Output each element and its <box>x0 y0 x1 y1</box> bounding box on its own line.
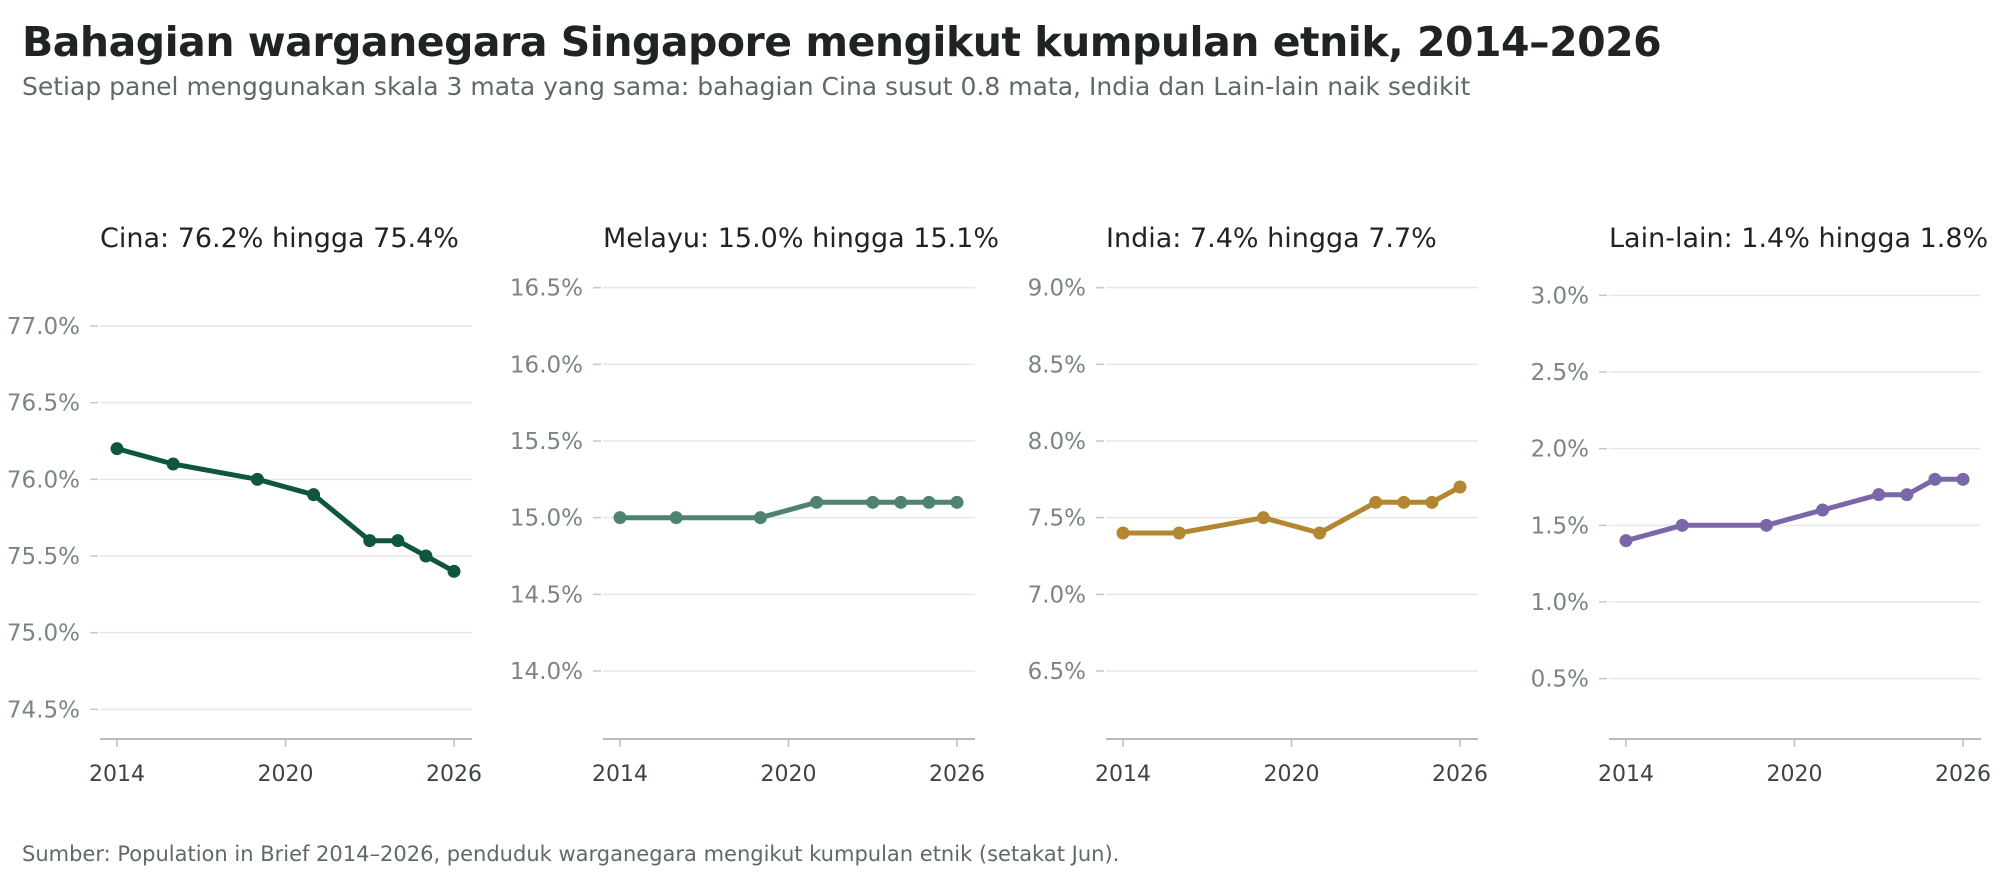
panel-title: Melayu: 15.0% hingga 15.1% <box>603 223 999 254</box>
y-tick-label: 0.5% <box>1531 667 1589 693</box>
y-tick-label: 1.0% <box>1531 590 1589 616</box>
y-tick-label: 76.0% <box>7 467 80 493</box>
data-point <box>1619 534 1633 548</box>
data-point <box>1453 480 1467 494</box>
series-line <box>1623 476 1966 544</box>
y-tick-label: 2.5% <box>1531 360 1589 386</box>
data-point <box>447 564 461 578</box>
data-point <box>1172 526 1186 540</box>
data-point <box>250 472 264 486</box>
y-tick-label: 15.0% <box>510 506 583 532</box>
y-tick-label: 1.5% <box>1531 513 1589 539</box>
y-tick-label: 75.5% <box>7 544 80 570</box>
y-tick-label: 9.0% <box>1028 276 1086 302</box>
y-tick-label: 16.0% <box>510 352 583 378</box>
data-point <box>1872 488 1886 502</box>
data-point <box>419 549 433 563</box>
y-tick-label: 14.5% <box>510 582 583 608</box>
source-note: Sumber: Population in Brief 2014–2026, p… <box>22 842 1120 866</box>
data-point <box>391 534 405 548</box>
y-tick-label: 74.5% <box>7 697 80 723</box>
data-point <box>1425 495 1439 509</box>
panel-1: Cina: 76.2% hingga 75.4% 74.5% 75.0% 75.5% 7… <box>7 223 482 787</box>
x-tick-label: 2020 <box>1264 762 1320 787</box>
panel-title: Lain-lain: 1.4% hingga 1.8% <box>1609 223 1988 254</box>
panel-2: Melayu: 15.0% hingga 15.1% 14.0% 14.5% 15.0… <box>510 223 999 787</box>
data-point <box>810 495 824 509</box>
x-tick-label: 2026 <box>929 762 985 787</box>
data-point <box>1956 472 1970 486</box>
x-tick-label: 2014 <box>1095 762 1151 787</box>
chart-title: Bahagian warganegara Singapore mengikut … <box>22 18 1662 66</box>
y-tick-label: 15.5% <box>510 429 583 455</box>
data-point <box>363 534 377 548</box>
data-point <box>1928 472 1942 486</box>
data-point <box>1313 526 1327 540</box>
data-point <box>166 457 180 471</box>
x-tick-label: 2026 <box>1935 762 1991 787</box>
y-tick-label: 2.0% <box>1531 437 1589 463</box>
series-line <box>1120 484 1463 536</box>
x-tick-label: 2014 <box>89 762 145 787</box>
y-tick-label: 8.0% <box>1028 429 1086 455</box>
panel-3: India: 7.4% hingga 7.7% 6.5% 7.0% 7.5% 8.0% 8… <box>1028 223 1488 787</box>
y-tick-label: 16.5% <box>510 276 583 302</box>
data-point <box>894 495 908 509</box>
y-tick-label: 3.0% <box>1531 283 1589 309</box>
y-tick-label: 75.0% <box>7 621 80 647</box>
data-point <box>922 495 936 509</box>
data-point <box>950 495 964 509</box>
chart-subtitle: Setiap panel menggunakan skala 3 mata ya… <box>22 72 1471 101</box>
x-tick-label: 2020 <box>761 762 817 787</box>
x-tick-label: 2026 <box>1432 762 1488 787</box>
y-tick-label: 77.0% <box>7 314 80 340</box>
y-tick-label: 14.0% <box>510 659 583 685</box>
data-point <box>669 511 683 525</box>
data-point <box>1675 518 1689 532</box>
data-point <box>866 495 880 509</box>
data-point <box>1816 503 1830 517</box>
x-tick-label: 2014 <box>592 762 648 787</box>
panel-title: India: 7.4% hingga 7.7% <box>1106 223 1437 254</box>
y-tick-label: 76.5% <box>7 391 80 417</box>
x-tick-label: 2014 <box>1598 762 1654 787</box>
x-tick-label: 2020 <box>1767 762 1823 787</box>
y-tick-label: 6.5% <box>1028 659 1086 685</box>
data-point <box>1397 495 1411 509</box>
panel-4: Lain-lain: 1.4% hingga 1.8% 0.5% 1.0% 1.5% 2… <box>1531 223 1991 787</box>
data-point <box>1759 518 1773 532</box>
data-point <box>1116 526 1130 540</box>
panel-title: Cina: 76.2% hingga 75.4% <box>100 223 459 254</box>
data-point <box>1256 511 1270 525</box>
x-tick-label: 2020 <box>258 762 314 787</box>
data-point <box>1369 495 1383 509</box>
y-tick-label: 7.5% <box>1028 506 1086 532</box>
data-point <box>613 511 627 525</box>
x-tick-label: 2026 <box>426 762 482 787</box>
data-point <box>1900 488 1914 502</box>
data-point <box>307 488 321 502</box>
y-tick-label: 8.5% <box>1028 352 1086 378</box>
data-point <box>110 442 124 456</box>
data-point <box>753 511 767 525</box>
y-tick-label: 7.0% <box>1028 582 1086 608</box>
